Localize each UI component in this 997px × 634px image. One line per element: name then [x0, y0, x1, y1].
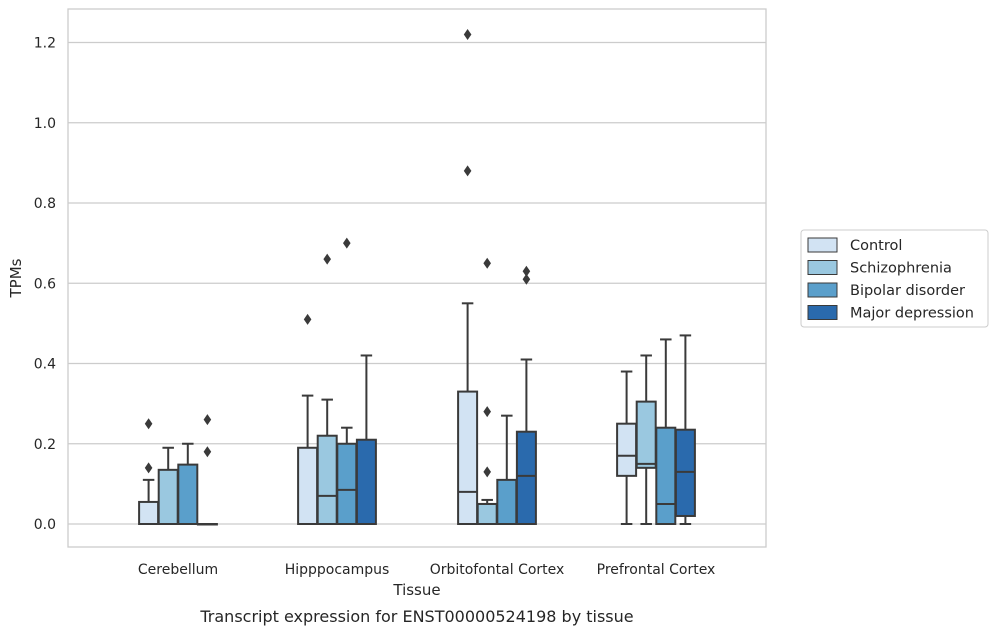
y-tick-label: 0.2 — [34, 437, 56, 453]
box-iqr — [138, 500, 160, 525]
outlier-point — [323, 253, 331, 265]
box-iqr — [655, 426, 677, 526]
outlier-point — [463, 165, 472, 177]
x-tick-label: Prefrontal Cortex — [597, 562, 716, 578]
outlier-point — [343, 237, 351, 249]
plot-frame — [67, 8, 767, 548]
y-tick-label: 0.0 — [34, 517, 56, 533]
legend-label: Schizophrenia — [850, 261, 952, 277]
legend-label: Bipolar disorder — [850, 283, 965, 299]
outlier-point — [203, 446, 212, 458]
outlier-point — [522, 273, 531, 285]
legend-swatch — [807, 237, 838, 253]
x-tick-label: Orbitofontal Cortex — [430, 562, 565, 578]
legend-label: Control — [850, 238, 902, 254]
box-bipolar-disorder — [177, 442, 199, 525]
legend: Control Schizophrenia Bipolar disorder Majo… — [800, 229, 989, 328]
box-control — [138, 418, 160, 525]
x-tick-label: Hipppocampus — [285, 562, 390, 578]
box-bipolar-disorder — [496, 414, 518, 525]
box-major-depression — [355, 354, 377, 525]
outlier-point — [522, 265, 531, 277]
y-tick-label: 0.4 — [34, 357, 56, 373]
box-iqr — [635, 400, 657, 469]
box-control — [457, 28, 479, 525]
box-groups — [138, 28, 696, 526]
box-iqr — [336, 442, 358, 525]
outlier-point — [483, 466, 491, 478]
y-tick-label: 1.2 — [34, 36, 56, 52]
x-tick-label: Cerebellum — [138, 562, 218, 578]
box-iqr — [476, 502, 498, 525]
box-bipolar-disorder — [655, 338, 677, 526]
legend-swatch — [807, 305, 838, 320]
legend-swatch — [807, 282, 838, 298]
legend-swatch — [807, 260, 838, 275]
box-iqr — [157, 468, 179, 525]
box-major-depression — [674, 334, 696, 525]
y-tick-label: 0.8 — [34, 196, 56, 212]
box-iqr — [316, 434, 338, 526]
outlier-point — [203, 414, 212, 426]
box-iqr — [515, 430, 537, 525]
box-iqr — [297, 446, 319, 526]
outlier-point — [463, 28, 472, 40]
box-major-depression — [515, 265, 537, 525]
box-iqr — [355, 438, 377, 525]
box-major-depression — [196, 414, 218, 526]
box-schizophrenia — [157, 446, 179, 525]
x-axis-title: Tissue — [392, 581, 440, 599]
x-tick-labels: Cerebellum Hipppocampus Orbitofontal Corte… — [138, 562, 715, 578]
box-iqr — [616, 422, 638, 477]
box-iqr — [496, 478, 518, 525]
y-tick-labels: 0.0 0.2 0.4 0.6 0.8 1.0 1.2 — [34, 36, 56, 534]
y-axis-title: TPMs — [7, 258, 25, 298]
box-iqr — [177, 463, 199, 525]
outlier-point — [144, 418, 153, 430]
outlier-point — [144, 462, 153, 474]
box-schizophrenia — [635, 354, 657, 525]
y-tick-label: 1.0 — [34, 116, 56, 132]
outlier-point — [483, 257, 491, 269]
legend-label: Major depression — [850, 306, 974, 322]
chart-caption: Transcript expression for ENST0000052419… — [199, 607, 633, 626]
box-iqr — [674, 428, 696, 517]
outlier-point — [483, 406, 491, 418]
outlier-point — [303, 313, 312, 325]
box-iqr — [457, 390, 479, 525]
y-tick-label: 0.6 — [34, 276, 56, 292]
legend-frame — [800, 229, 989, 328]
